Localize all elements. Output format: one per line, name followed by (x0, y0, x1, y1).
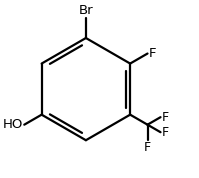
Text: F: F (149, 47, 157, 60)
Text: HO: HO (2, 118, 23, 131)
Text: F: F (162, 126, 169, 139)
Text: Br: Br (79, 4, 93, 17)
Text: F: F (162, 111, 169, 124)
Text: F: F (144, 141, 151, 154)
